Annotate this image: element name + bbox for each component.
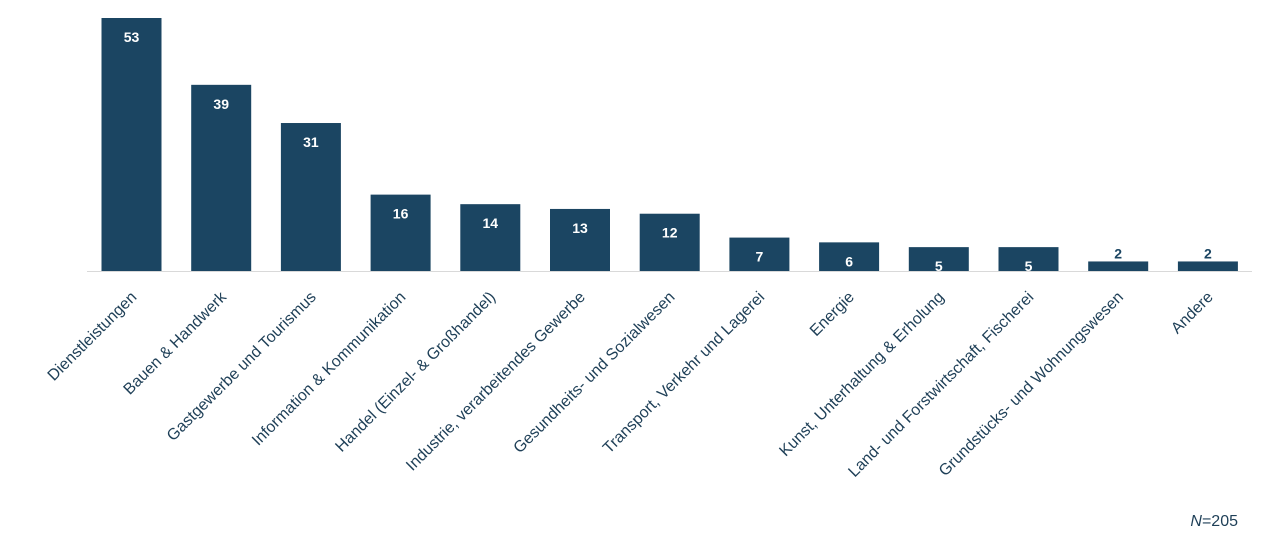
bar-3 (280, 123, 341, 272)
bar-value-label-5: 14 (483, 215, 499, 231)
bar-value-label-12: 2 (1114, 245, 1122, 261)
bar-1 (101, 18, 162, 271)
bar-6 (550, 208, 610, 271)
bar-13 (1177, 261, 1238, 271)
bar-4 (370, 194, 431, 271)
bar-value-label-1: 53 (124, 29, 140, 45)
x-tick-label-9: Energie (807, 289, 858, 340)
bar-value-labels: 53 39 31 16 14 13 12 7 6 5 5 2 2 (124, 29, 1212, 274)
bar-7 (639, 213, 700, 271)
bar-value-label-9: 6 (845, 253, 853, 269)
x-tick-label-5: Handel (Einzel- & Großhandel) (332, 289, 499, 456)
bar-5 (460, 204, 521, 271)
x-tick-label-8: Transport, Verkehr und Lagerei (600, 289, 768, 457)
bar-12 (1088, 261, 1149, 271)
x-tick-label-7: Gesundheits- und Sozialwesen (511, 289, 679, 457)
bar-9 (819, 242, 880, 271)
x-tick-label-1: Dienstleistungen (45, 289, 141, 385)
bar-value-label-8: 7 (756, 249, 764, 265)
x-tick-label-3: Gastgewerbe und Tourismus (164, 289, 320, 445)
bar-value-label-10: 5 (935, 258, 943, 274)
x-tick-label-11: Land- und Forstwirtschaft, Fischerei (845, 289, 1037, 481)
bar-value-label-2: 39 (213, 96, 229, 112)
bar-10 (908, 247, 969, 271)
x-tick-label-12: Grundstücks- und Wohnungswesen (936, 289, 1127, 480)
sample-size-symbol: N (1190, 513, 1202, 530)
x-tick-label-13: Andere (1168, 289, 1217, 338)
x-tick-label-6: Industrie, verarbeitendes Gewerbe (403, 289, 589, 475)
bars-group (101, 18, 1238, 272)
bar-value-label-3: 31 (303, 134, 319, 150)
sample-size-value: =205 (1201, 513, 1238, 530)
bar-11 (998, 247, 1059, 271)
bar-value-label-6: 13 (572, 220, 588, 236)
bar-8 (729, 237, 790, 271)
x-tick-label-4: Information & Kommunikation (249, 289, 409, 449)
bar-value-label-11: 5 (1025, 258, 1033, 274)
bar-value-label-4: 16 (393, 206, 409, 222)
bar-value-label-7: 12 (662, 225, 678, 241)
bar-value-label-13: 2 (1204, 245, 1212, 261)
bar-2 (191, 84, 252, 271)
sample-size-note: N=205 (1190, 513, 1238, 531)
x-tick-label-10: Kunst, Unterhaltung & Erholung (776, 289, 947, 460)
